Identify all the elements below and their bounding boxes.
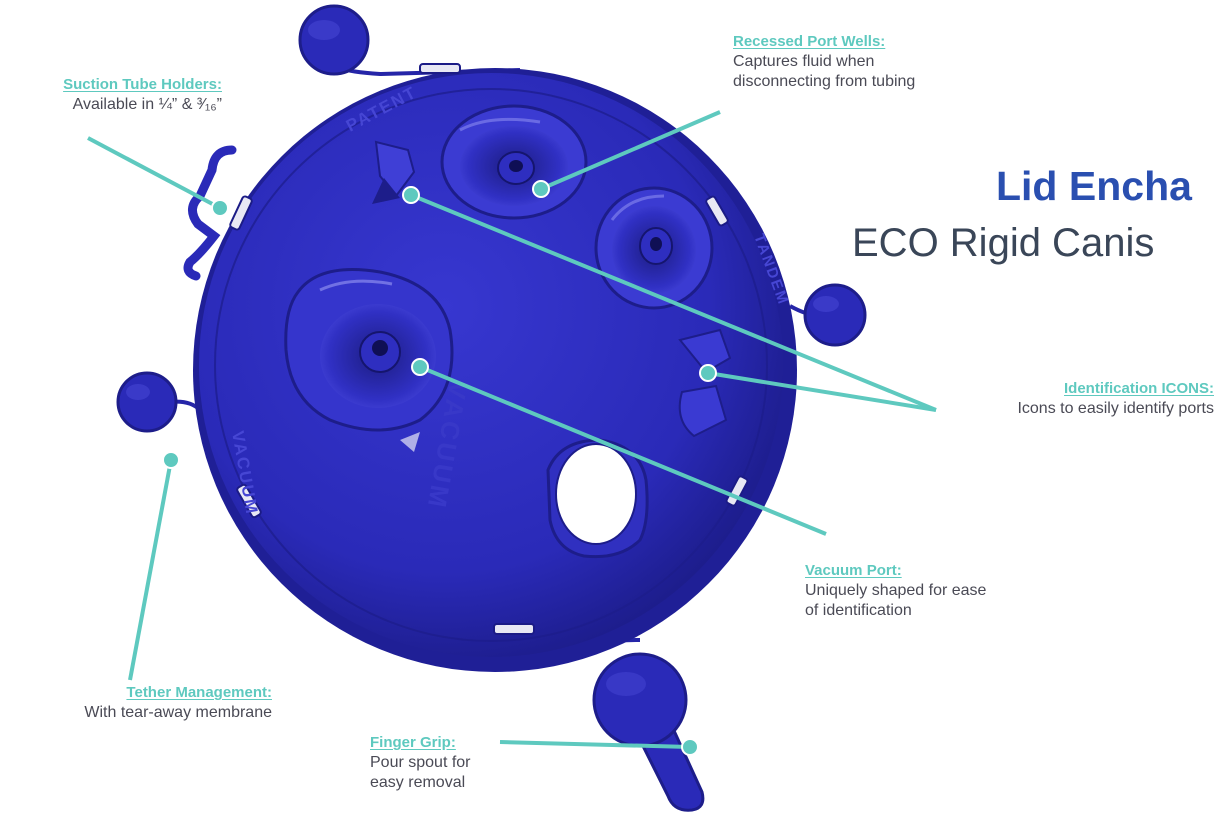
callout-recessed-port-wells: Recessed Port Wells: Captures fluid when… — [733, 32, 993, 92]
title-subtitle: ECO Rigid Canis — [852, 221, 1155, 265]
callout-title: Tether Management: — [126, 684, 272, 701]
identification-icons — [372, 140, 732, 452]
leader-suction — [87, 136, 221, 210]
vacuum-port — [284, 268, 454, 432]
callout-desc: Pour spout for easy removal — [370, 754, 471, 791]
callout-tether-management: Tether Management: With tear-away membra… — [14, 683, 272, 723]
dot-ident-1 — [402, 186, 420, 204]
callout-title: Recessed Port Wells: — [733, 33, 886, 50]
callout-title: Vacuum Port: — [805, 562, 902, 579]
callout-title: Suction Tube Holders: — [63, 76, 222, 93]
tether-cap-top — [298, 4, 521, 77]
pour-spout — [546, 438, 649, 559]
leader-dots — [162, 180, 717, 756]
dot-tether — [162, 451, 180, 469]
dot-ident-2 — [699, 364, 717, 382]
suction-tube-holder — [183, 145, 237, 281]
title-main: Lid Encha — [996, 163, 1192, 209]
callout-desc: Captures fluid when disconnecting from t… — [733, 53, 916, 90]
callout-suction-tube-holders: Suction Tube Holders: Available in ¼” & … — [6, 75, 222, 115]
dot-vacuum — [411, 358, 429, 376]
recessed-port-well-1 — [440, 104, 588, 220]
callout-finger-grip: Finger Grip: Pour spout for easy removal — [370, 733, 530, 793]
lid-body: PATENT VACUUM VACUUM TANDEM — [193, 63, 797, 672]
leader-ident-2 — [707, 371, 937, 412]
callout-desc: Uniquely shaped for ease of identificati… — [805, 582, 987, 619]
tether-cap-left — [116, 371, 202, 433]
callout-title: Identification ICONS: — [1064, 380, 1214, 397]
leader-recessed — [540, 110, 721, 191]
callout-vacuum-port: Vacuum Port: Uniquely shaped for ease of… — [805, 561, 1065, 621]
leader-finger — [499, 740, 691, 749]
recessed-port-well-2 — [594, 186, 714, 310]
callout-title: Finger Grip: — [370, 734, 456, 751]
dot-suction — [211, 199, 229, 217]
dot-recessed — [532, 180, 550, 198]
callout-desc: Icons to easily identify ports — [1017, 400, 1214, 417]
callout-desc: Available in ¼” & ³⁄₁₆” — [72, 96, 222, 113]
tether-cap-right — [789, 283, 867, 347]
dot-finger — [681, 738, 699, 756]
callout-desc: With tear-away membrane — [84, 704, 272, 721]
finger-grip-cap — [559, 638, 705, 812]
callout-identification-icons: Identification ICONS: Icons to easily id… — [920, 379, 1214, 419]
leader-vacuum — [419, 365, 827, 536]
leader-tether — [128, 459, 173, 681]
leader-ident-1 — [410, 193, 937, 412]
leader-lines — [87, 110, 937, 749]
